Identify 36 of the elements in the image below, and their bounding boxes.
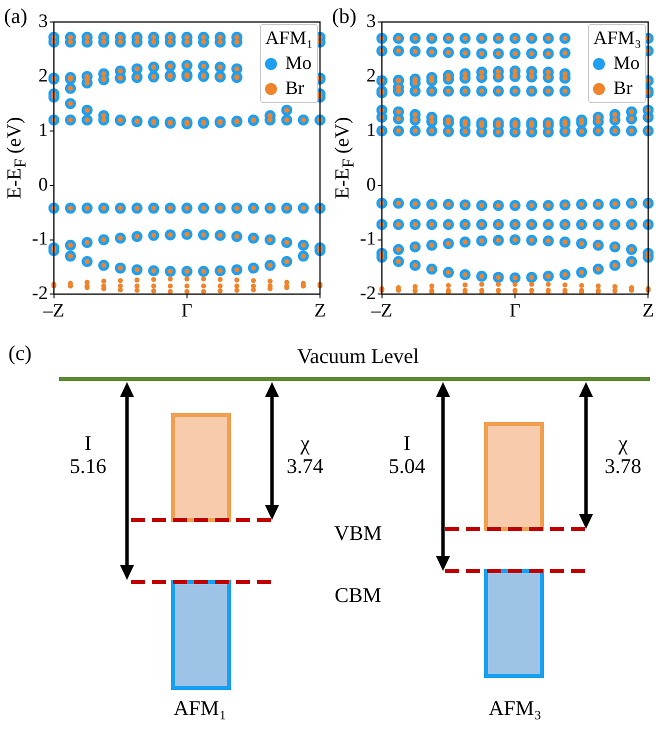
text: χ <box>617 430 628 455</box>
text: (b) <box>332 4 356 29</box>
y-tick-label: 3 <box>366 10 376 32</box>
x-tick-label: Z <box>314 300 326 322</box>
text: (a) <box>4 4 28 29</box>
x-tick-label: Z <box>642 300 654 322</box>
y-tick-label: 2 <box>366 65 376 86</box>
text: 3.78 <box>604 454 642 478</box>
text: 3.74 <box>286 454 324 478</box>
y-tick-label: 1 <box>366 120 376 141</box>
text: AFM₁ <box>174 696 226 720</box>
text: CBM <box>334 582 382 607</box>
y-tick-label: 2 <box>38 65 48 86</box>
legend-label: Mo <box>613 52 640 76</box>
x-tick-label: Γ <box>510 300 521 322</box>
text: (c) <box>8 340 32 365</box>
legend-label: Br <box>613 77 632 101</box>
text: Vacuum Level <box>297 344 420 368</box>
legend-label: Br <box>285 77 304 101</box>
text: I <box>84 430 92 455</box>
y-tick-label: 0 <box>38 174 48 196</box>
text: AFM₃ <box>488 696 542 720</box>
y-tick-label: -1 <box>32 228 48 250</box>
legend-title: AFM₁ <box>265 27 313 51</box>
legend-title: AFM₃ <box>593 27 642 51</box>
x-tick-label: Γ <box>181 300 192 322</box>
text: χ <box>299 430 310 455</box>
text: 5.16 <box>70 454 106 478</box>
legend-label: Mo <box>285 52 312 76</box>
y-tick-label: 1 <box>38 120 48 141</box>
text: I <box>404 430 410 455</box>
y-tick-label: 3 <box>38 10 48 32</box>
y-tick-label: 0 <box>366 174 376 196</box>
text: 5.04 <box>388 454 426 478</box>
y-tick-label: -1 <box>360 228 376 250</box>
text: VBM <box>334 520 382 545</box>
